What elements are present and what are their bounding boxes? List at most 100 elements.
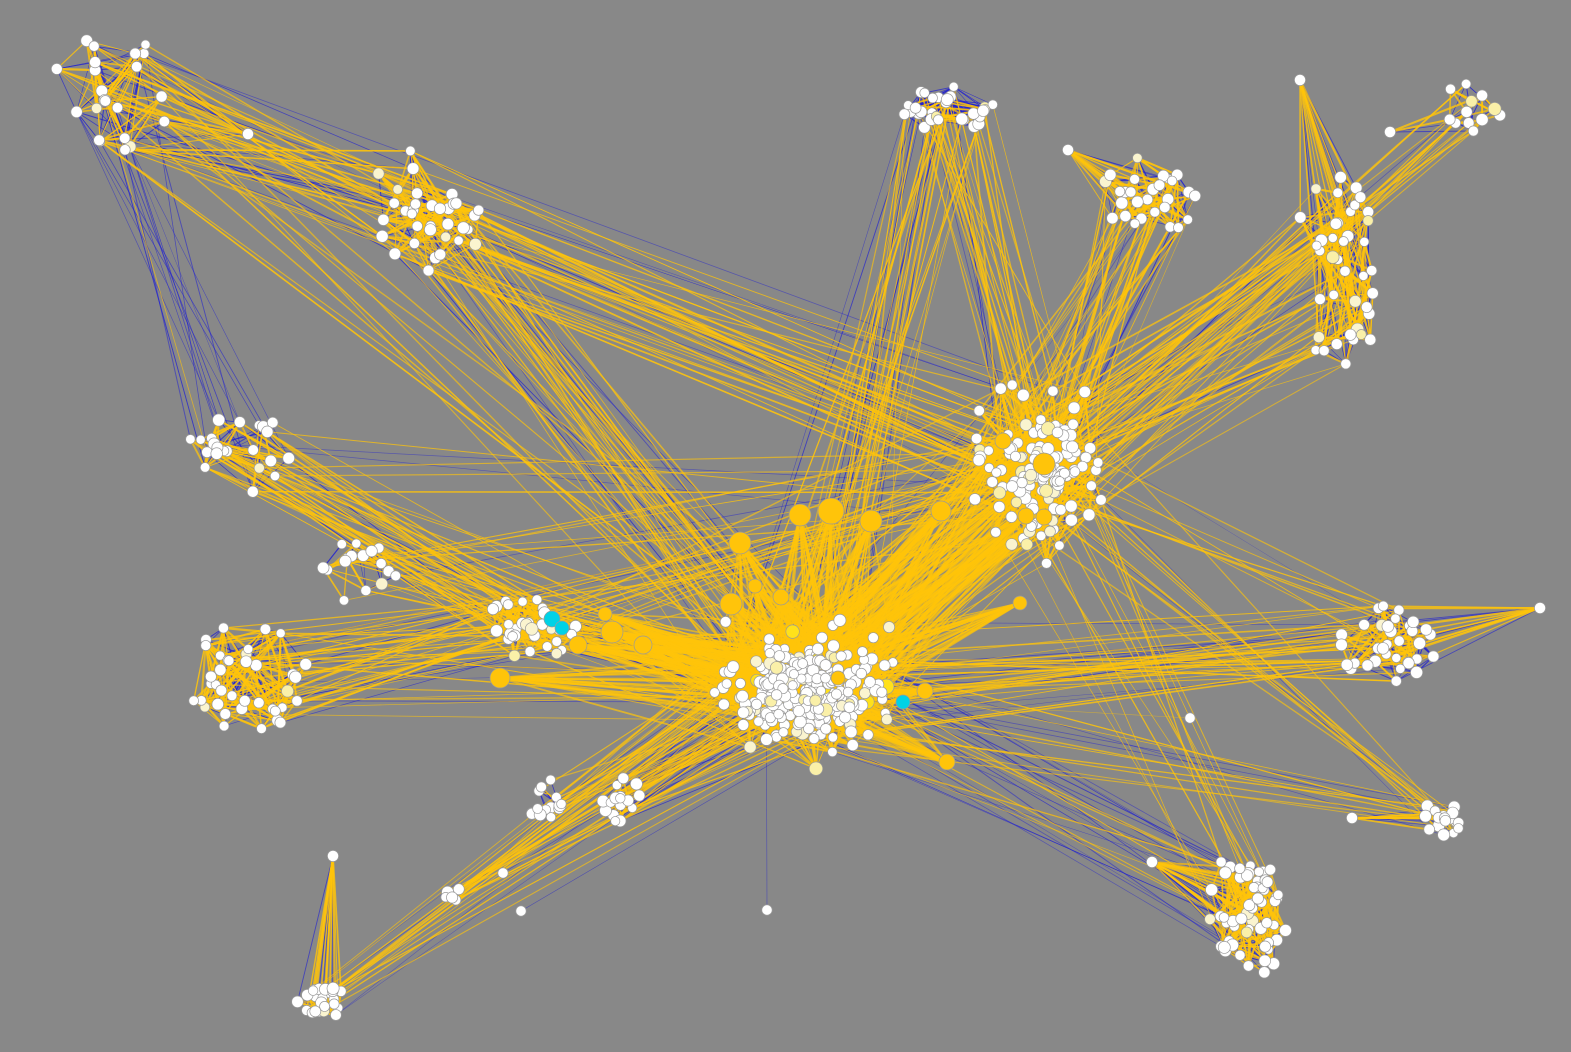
- graph-edge: [332, 855, 335, 1004]
- graph-edge: [1360, 241, 1366, 335]
- graph-edge: [468, 228, 1042, 492]
- graph-edge: [129, 146, 433, 207]
- graph-edge: [478, 209, 1024, 396]
- graph-edge: [161, 95, 395, 204]
- graph-edge: [458, 239, 1076, 473]
- graph-edge: [326, 569, 367, 592]
- graph-edge: [99, 96, 163, 143]
- graph-edge: [76, 111, 241, 423]
- graph-edge: [871, 658, 1263, 889]
- graph-edge: [1223, 887, 1255, 918]
- graph-edge: [382, 218, 416, 245]
- graph-edge: [428, 269, 1056, 494]
- graph-edge: [56, 68, 77, 113]
- graph-edge: [1067, 149, 1111, 176]
- graph-edge: [223, 626, 281, 635]
- graph-edge: [56, 40, 88, 70]
- graph-edge: [220, 645, 548, 671]
- graph-edge: [266, 431, 538, 601]
- graph-edge: [978, 188, 1154, 412]
- graph-edge: [210, 640, 557, 685]
- graph-edge: [204, 449, 254, 468]
- graph-edge: [76, 111, 260, 426]
- graph-edge: [56, 61, 96, 70]
- graph-edge: [848, 691, 1455, 808]
- graph-edge: [381, 236, 809, 715]
- graph-edge: [117, 107, 429, 271]
- graph-edge: [145, 43, 416, 205]
- graph-edge: [129, 146, 241, 423]
- graph-edge: [189, 438, 206, 468]
- graph-edge: [1072, 363, 1346, 448]
- graph-edge: [1344, 241, 1365, 272]
- graph-edge: [252, 491, 538, 601]
- graph-edge: [394, 253, 1055, 531]
- graph-edge: [129, 146, 289, 459]
- graph-edge: [1400, 607, 1541, 670]
- graph-edge: [1383, 605, 1541, 609]
- graph-edge: [415, 203, 773, 685]
- graph-edge: [101, 66, 138, 92]
- graph-edge: [86, 40, 208, 453]
- graph-edge: [117, 107, 225, 452]
- graph-edge: [1035, 349, 1316, 456]
- graph-edge: [76, 69, 96, 113]
- graph-edge: [1332, 241, 1345, 296]
- graph-edge: [1351, 817, 1430, 831]
- graph-edge: [224, 712, 262, 730]
- graph-edge: [1390, 631, 1401, 669]
- graph-edge: [1232, 929, 1286, 946]
- graph-edge: [458, 239, 990, 469]
- graph-edge: [923, 127, 1011, 455]
- graph-edge: [1299, 79, 1364, 277]
- graph-edge: [1035, 211, 1369, 456]
- graph-edge: [297, 855, 334, 1002]
- graph-edge: [1151, 861, 1233, 946]
- graph-edge: [324, 855, 334, 1007]
- graph-edge: [214, 443, 1058, 490]
- graph-edge: [220, 661, 247, 691]
- graph-edge: [280, 646, 548, 723]
- graph-edge: [1088, 241, 1344, 516]
- graph-edge: [135, 53, 454, 205]
- graph-edge: [1335, 211, 1370, 345]
- graph-edge: [98, 139, 268, 433]
- graph-edge: [953, 86, 993, 105]
- graph-edge: [116, 66, 138, 108]
- graph-edge: [252, 449, 276, 477]
- graph-edge: [1449, 108, 1495, 121]
- graph-edge: [1067, 149, 1107, 183]
- graph-edge: [1387, 607, 1541, 645]
- graph-edge: [937, 97, 1031, 469]
- graph-edge: [924, 92, 1044, 481]
- graph-edge: [56, 67, 96, 72]
- graph-edge: [766, 713, 1221, 917]
- graph-edge: [193, 700, 225, 727]
- graph-edge: [201, 676, 296, 702]
- graph-edge: [266, 431, 529, 625]
- graph-edge: [223, 600, 506, 629]
- graph-edge: [101, 90, 416, 205]
- graph-edge: [410, 150, 1068, 446]
- graph-edge: [56, 68, 249, 135]
- graph-edge: [1342, 241, 1352, 335]
- graph-edge: [205, 601, 523, 641]
- graph-edge: [241, 676, 297, 710]
- graph-edge: [124, 66, 138, 139]
- graph-edge: [258, 622, 523, 704]
- graph-edge: [431, 205, 758, 681]
- graph-edge: [93, 45, 447, 238]
- graph-edge: [56, 68, 413, 215]
- graph-edge: [228, 660, 233, 696]
- graph-edge: [869, 681, 1268, 883]
- graph-edge: [947, 98, 1044, 481]
- graph-edge: [161, 95, 479, 211]
- graph-edge: [270, 460, 545, 614]
- graph-edge: [413, 209, 1032, 476]
- graph-edge: [219, 627, 225, 670]
- graph-edge: [428, 243, 476, 271]
- graph-edge: [1449, 83, 1467, 120]
